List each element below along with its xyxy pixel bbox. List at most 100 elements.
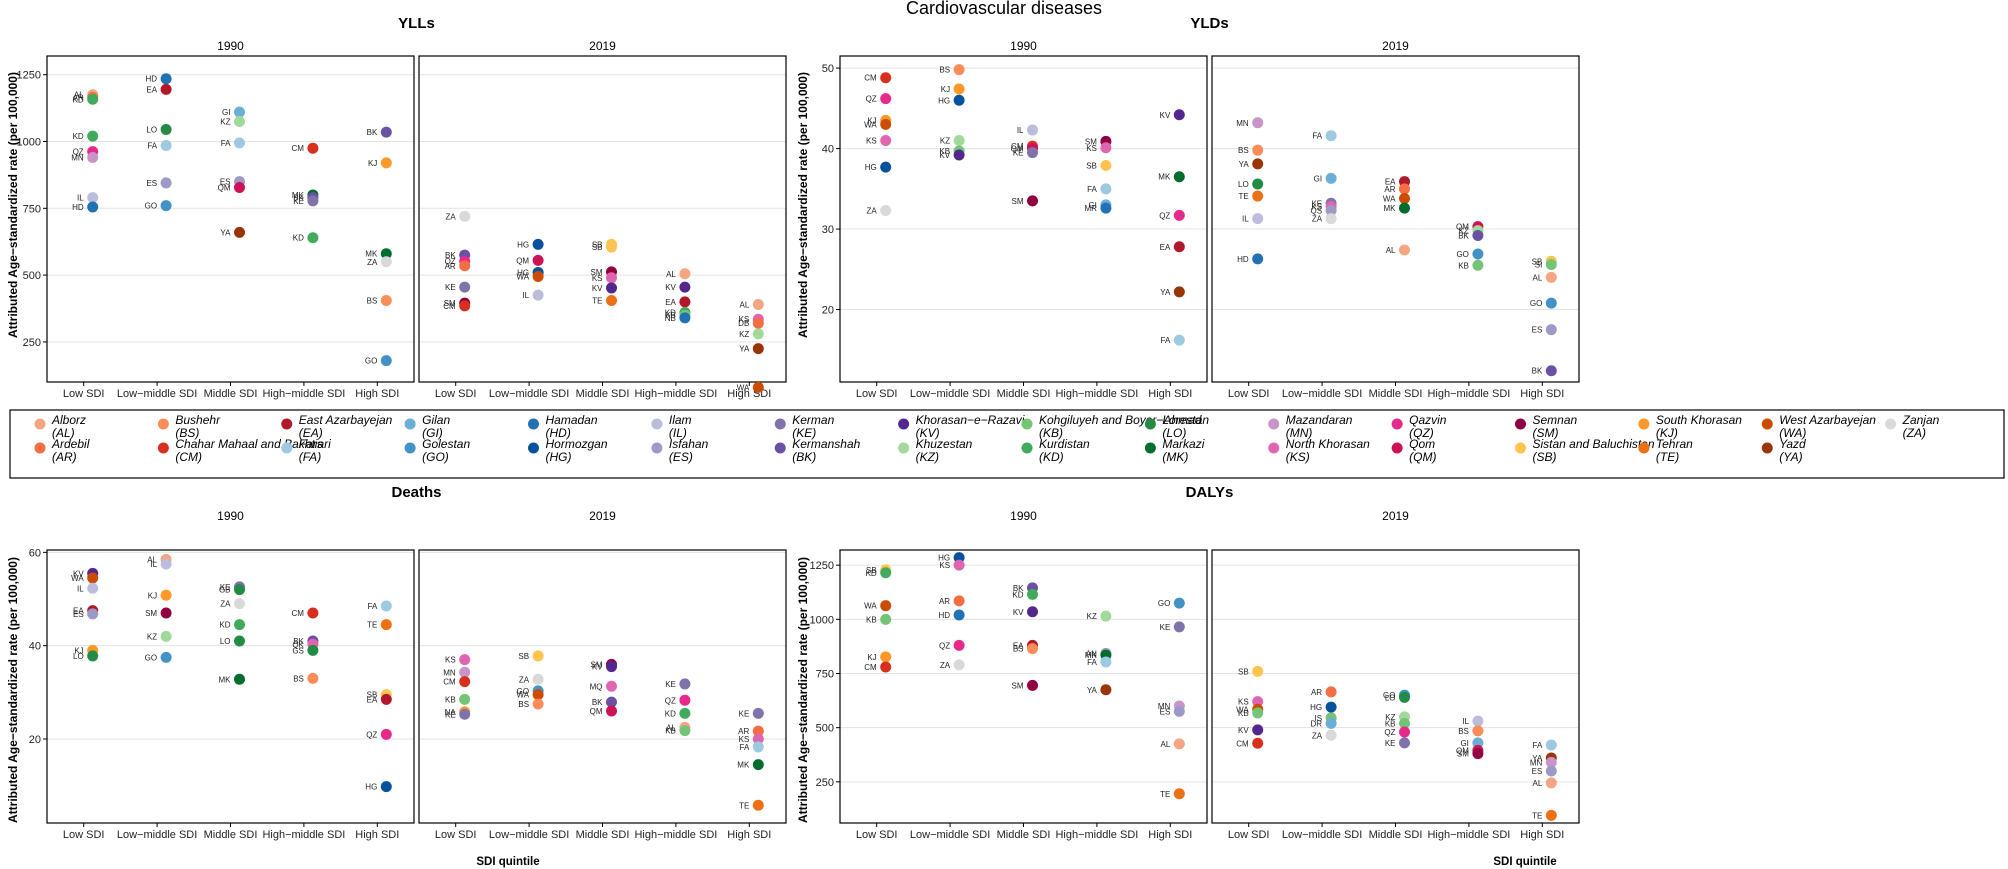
point-label: KD <box>293 234 304 243</box>
point-fa <box>1173 334 1185 346</box>
point-mr <box>1100 202 1112 214</box>
point-hg <box>380 781 392 793</box>
point-label: KV <box>592 284 603 293</box>
x-tick-label: High−middle SDI <box>1055 829 1138 841</box>
panel-border <box>839 55 1208 383</box>
y-axis-title: Attributed Age−standardized rate (per 10… <box>6 557 20 823</box>
point-bk <box>1545 365 1557 377</box>
point-label: KE <box>1160 623 1171 632</box>
chart-ylds: YLDs Attributed Age−standardized rate (pe… <box>796 15 1580 400</box>
point-wa <box>752 381 764 393</box>
legend-swatch <box>898 418 910 430</box>
point-label: KS <box>445 656 456 665</box>
point-label: YA <box>1087 686 1098 695</box>
legend-name: Qazvin <box>1409 413 1447 427</box>
legend-item-kd: Kurdistan(KD) <box>1021 437 1090 464</box>
point-za <box>1325 729 1337 741</box>
legend-item-es: Isfahan(ES) <box>651 437 709 464</box>
point-bs <box>1027 643 1038 655</box>
point-label: AL <box>666 723 676 732</box>
x-tick-label: Low SDI <box>1228 388 1270 400</box>
point-il <box>160 558 172 570</box>
legend-item-ya: Yazd(YA) <box>1761 437 1806 464</box>
point-label: KZ <box>1087 612 1097 621</box>
legend-swatch <box>1515 418 1526 430</box>
legend-name: North Khorasan <box>1286 437 1370 451</box>
point-label: QZ <box>366 730 377 739</box>
point-es <box>87 608 99 620</box>
point-label: SB <box>592 240 603 249</box>
point-label: KJ <box>867 653 876 662</box>
point-label: AL <box>1386 246 1396 255</box>
point-kd <box>880 567 892 579</box>
point-sb <box>1100 159 1112 171</box>
point-label: BK <box>445 251 456 260</box>
point-label: MN <box>1530 758 1543 767</box>
point-label: KB <box>665 311 676 320</box>
panel-1990: 1990 20 30 40 50 Low SDI Low−middle SDI Middle … <box>822 39 1208 400</box>
point-label: LO <box>220 637 231 646</box>
point-label: TE <box>367 621 377 630</box>
x-tick-label: High−middle SDI <box>1427 388 1510 400</box>
point-label: MN <box>443 668 456 677</box>
point-kz <box>953 135 965 147</box>
point-label: HG <box>1310 703 1322 712</box>
legend-swatch <box>1268 418 1280 430</box>
point-label: BS <box>1458 727 1469 736</box>
point-cm <box>880 661 892 673</box>
point-go <box>380 355 392 367</box>
point-label: ES <box>220 178 231 187</box>
legend-swatch <box>34 442 46 454</box>
point-label: GI <box>222 108 230 117</box>
point-ea <box>160 83 172 95</box>
panel-2019: 2019 Low SDI Low−middle SDI Middle SDI High−… <box>1211 39 1580 400</box>
point-te <box>606 295 617 306</box>
legend-name: Markazi <box>1162 437 1204 451</box>
point-label: KS <box>866 137 877 146</box>
point-lo <box>1252 178 1264 190</box>
point-gb <box>234 584 245 596</box>
point-label: GO <box>365 357 377 366</box>
legend: Alborz(AL)Ardebil(AR)Bushehr(BS)Chahar M… <box>34 413 1940 464</box>
legend-code: (KJ) <box>1656 426 1678 440</box>
point-label: KB <box>939 147 950 156</box>
point-label: FA <box>368 602 378 611</box>
point-te <box>752 799 764 811</box>
point-label: KJ <box>941 85 950 94</box>
point-label: QM <box>516 256 529 265</box>
point-ar <box>459 260 471 272</box>
point-qz <box>380 728 392 740</box>
y-tick-label: 500 <box>23 270 41 282</box>
point-label: BK <box>1013 584 1024 593</box>
point-label: KE <box>1385 739 1396 748</box>
legend-swatch <box>1885 418 1897 430</box>
point-db <box>752 317 764 329</box>
point-label: SI <box>1535 260 1543 269</box>
x-tick-label: High−middle SDI <box>634 829 717 841</box>
point-label: ES <box>146 179 157 188</box>
legend-code: (SB) <box>1533 450 1557 464</box>
point-label: KD <box>665 709 676 718</box>
point-bk <box>606 696 617 708</box>
y-tick-label: 1000 <box>810 614 834 626</box>
legend-name: Semnan <box>1533 413 1578 427</box>
point-il <box>1027 124 1038 136</box>
x-tick-label: High−middle SDI <box>1055 388 1138 400</box>
point-al <box>1545 271 1557 283</box>
point-label: KZ <box>147 632 157 641</box>
legend-code: (MN) <box>1286 426 1313 440</box>
point-label: YA <box>220 228 231 237</box>
point-label: QS <box>1311 207 1323 216</box>
legend-name: Alborz <box>51 413 86 427</box>
point-kd <box>1027 588 1038 600</box>
point-label: YA <box>1532 754 1543 763</box>
x-tick-label: Low−middle SDI <box>910 388 990 400</box>
y-tick-label: 50 <box>822 63 834 75</box>
x-tick-label: Middle SDI <box>576 829 630 841</box>
legend-swatch <box>1638 442 1650 454</box>
point-label: MN <box>1236 119 1249 128</box>
x-tick-label: High−middle SDI <box>262 829 345 841</box>
point-ya <box>234 226 245 238</box>
legend-name: Khorasan−e−Razavi <box>916 413 1025 427</box>
point-ke <box>459 708 471 720</box>
